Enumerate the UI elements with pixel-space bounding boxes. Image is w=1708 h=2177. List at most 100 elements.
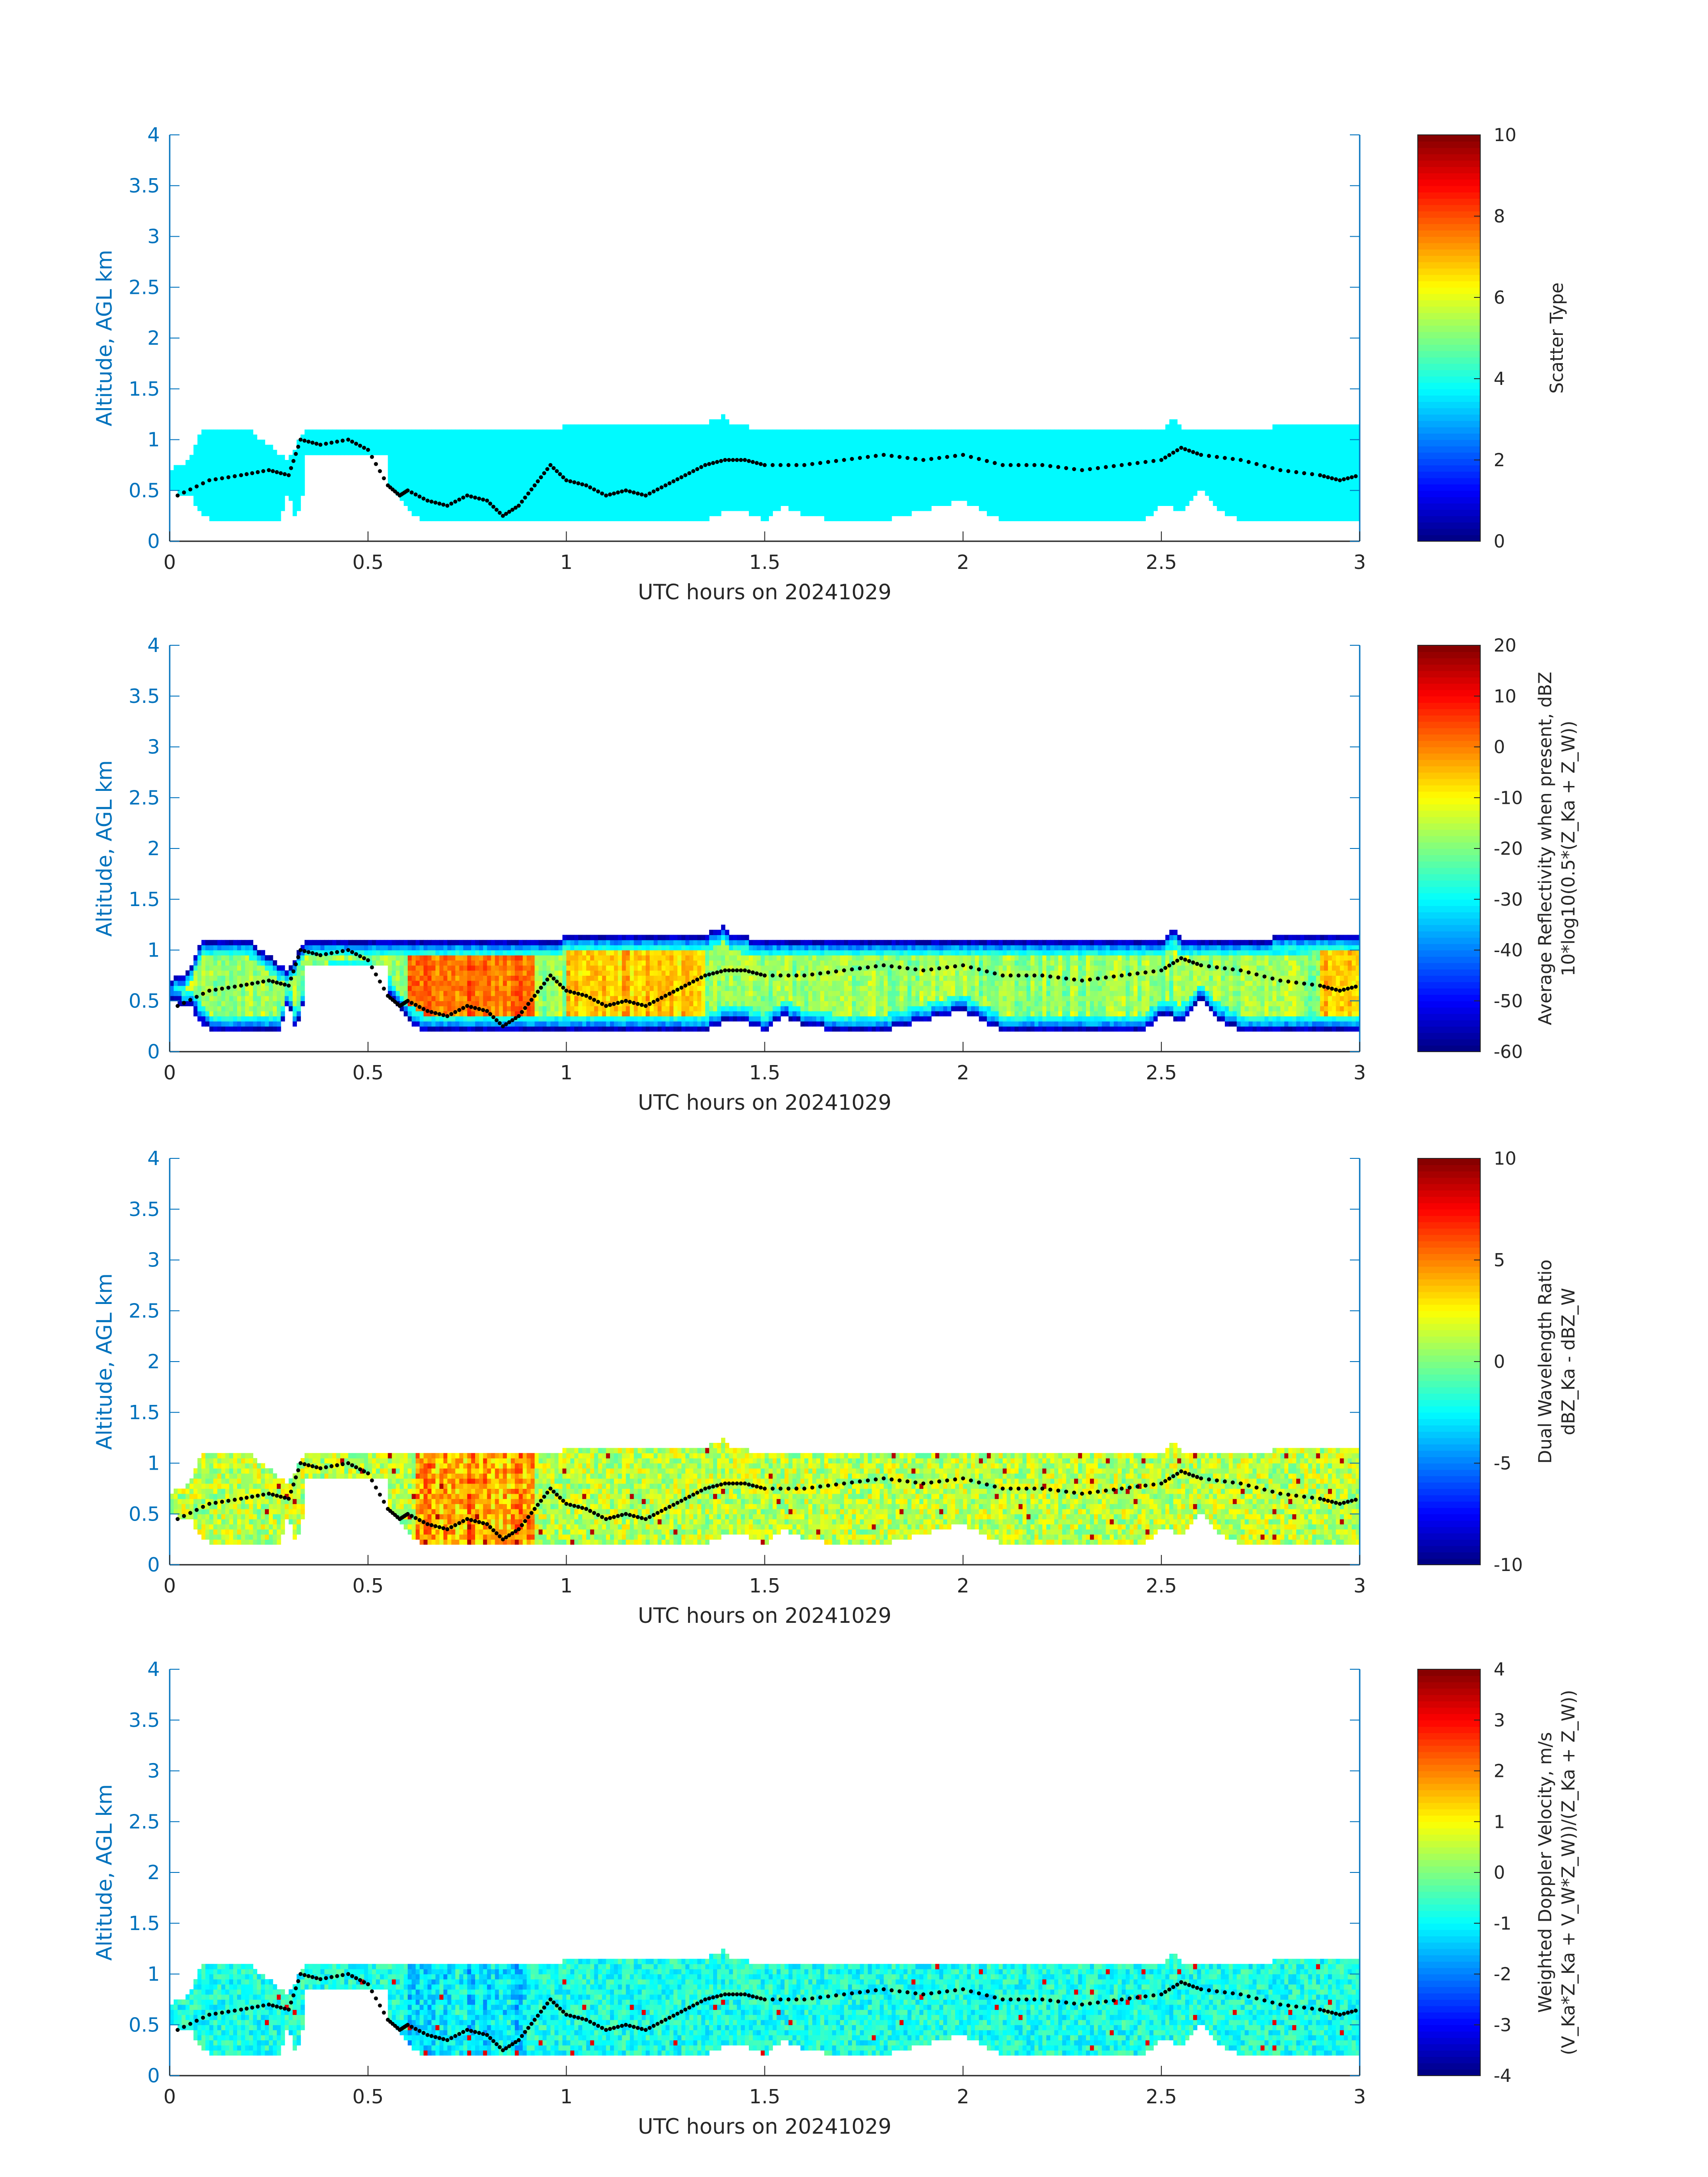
heatmap-cell — [979, 506, 983, 511]
heatmap-cell — [701, 490, 706, 496]
heatmap-cell — [1269, 516, 1273, 521]
heatmap-cell — [844, 440, 848, 445]
heatmap-cell — [1003, 435, 1007, 440]
heatmap-cell — [269, 450, 273, 455]
heatmap-cell — [416, 481, 420, 486]
heatmap-cell — [578, 424, 583, 430]
heatmap-cell — [848, 516, 852, 521]
heatmap-cell — [745, 496, 749, 501]
heatmap-cell — [201, 470, 206, 476]
ceilometer-dot — [561, 475, 565, 479]
heatmap-cell — [1153, 475, 1158, 481]
heatmap-cell — [753, 506, 757, 511]
heatmap-cell — [1006, 470, 1011, 476]
heatmap-cell — [1145, 470, 1150, 476]
heatmap-cell — [309, 430, 313, 435]
heatmap-cell — [876, 435, 880, 440]
heatmap-cell — [947, 430, 952, 435]
heatmap-cell — [721, 501, 726, 506]
heatmap-cell — [642, 435, 646, 440]
heatmap-cell — [221, 470, 226, 476]
heatmap-cell — [249, 430, 254, 435]
heatmap-cell — [1348, 501, 1352, 506]
heatmap-cell — [662, 501, 666, 506]
heatmap-cell — [1094, 460, 1098, 465]
heatmap-cell — [697, 455, 702, 460]
heatmap-cell — [1019, 511, 1023, 516]
heatmap-cell — [1078, 430, 1082, 435]
heatmap-cell — [1035, 490, 1039, 496]
heatmap-cell — [1074, 440, 1078, 445]
heatmap-cell — [463, 506, 468, 511]
heatmap-cell — [1288, 424, 1293, 430]
heatmap-cell — [1058, 470, 1063, 476]
heatmap-cell — [467, 485, 472, 491]
heatmap-cell — [1253, 511, 1257, 516]
heatmap-cell — [277, 496, 281, 501]
heatmap-cell — [431, 516, 436, 521]
heatmap-cell — [1003, 481, 1007, 486]
heatmap-cell — [705, 430, 710, 435]
heatmap-cell — [598, 481, 602, 486]
heatmap-cell — [1153, 481, 1158, 486]
heatmap-cell — [789, 445, 793, 450]
heatmap-cell — [209, 501, 214, 506]
heatmap-cell — [582, 445, 587, 450]
heatmap-cell — [404, 475, 408, 481]
heatmap-cell — [543, 445, 547, 450]
heatmap-cell — [578, 465, 583, 470]
heatmap-cell — [237, 460, 242, 465]
heatmap-cell — [1058, 481, 1063, 486]
heatmap-cell — [217, 490, 222, 496]
heatmap-cell — [1157, 501, 1162, 506]
heatmap-cell — [1312, 460, 1316, 465]
heatmap-cell — [1003, 516, 1007, 521]
heatmap-cell — [1118, 450, 1122, 455]
heatmap-cell — [709, 424, 714, 430]
heatmap-cell — [669, 506, 674, 511]
heatmap-cell — [939, 490, 944, 496]
heatmap-cell — [630, 516, 635, 521]
heatmap-cell — [535, 445, 539, 450]
heatmap-cell — [880, 460, 884, 465]
heatmap-cell — [431, 445, 436, 450]
heatmap-cell — [392, 445, 397, 450]
heatmap-cell — [915, 475, 920, 481]
ceilometer-dot — [445, 504, 449, 508]
heatmap-cell — [991, 430, 995, 435]
heatmap-cell — [435, 506, 440, 511]
heatmap-cell — [646, 485, 650, 491]
ceilometer-dot — [409, 490, 413, 494]
heatmap-cell — [1102, 475, 1107, 481]
heatmap-cell — [416, 450, 420, 455]
heatmap-cell — [586, 475, 591, 481]
heatmap-cell — [1344, 460, 1349, 465]
heatmap-cell — [527, 496, 531, 501]
heatmap-cell — [856, 445, 860, 450]
heatmap-cell — [1185, 475, 1190, 481]
heatmap-cell — [396, 445, 400, 450]
heatmap-cell — [789, 440, 793, 445]
heatmap-cell — [1078, 485, 1082, 491]
heatmap-cell — [416, 465, 420, 470]
heatmap-cell — [1304, 440, 1309, 445]
heatmap-cell — [768, 435, 773, 440]
heatmap-cell — [999, 511, 1003, 516]
heatmap-cell — [1023, 475, 1027, 481]
heatmap-cell — [721, 490, 726, 496]
heatmap-cell — [443, 430, 448, 435]
heatmap-cell — [1035, 445, 1039, 450]
heatmap-cell — [467, 465, 472, 470]
heatmap-cell — [1138, 511, 1142, 516]
heatmap-cell — [451, 440, 456, 445]
heatmap-cell — [983, 465, 987, 470]
heatmap-cell — [570, 445, 575, 450]
heatmap-cell — [903, 475, 908, 481]
heatmap-cell — [186, 481, 190, 486]
heatmap-cell — [1185, 430, 1190, 435]
heatmap-cell — [1130, 501, 1134, 506]
heatmap-cell — [789, 455, 793, 460]
heatmap-cell — [824, 506, 829, 511]
heatmap-cell — [757, 445, 761, 450]
heatmap-cell — [816, 485, 821, 491]
